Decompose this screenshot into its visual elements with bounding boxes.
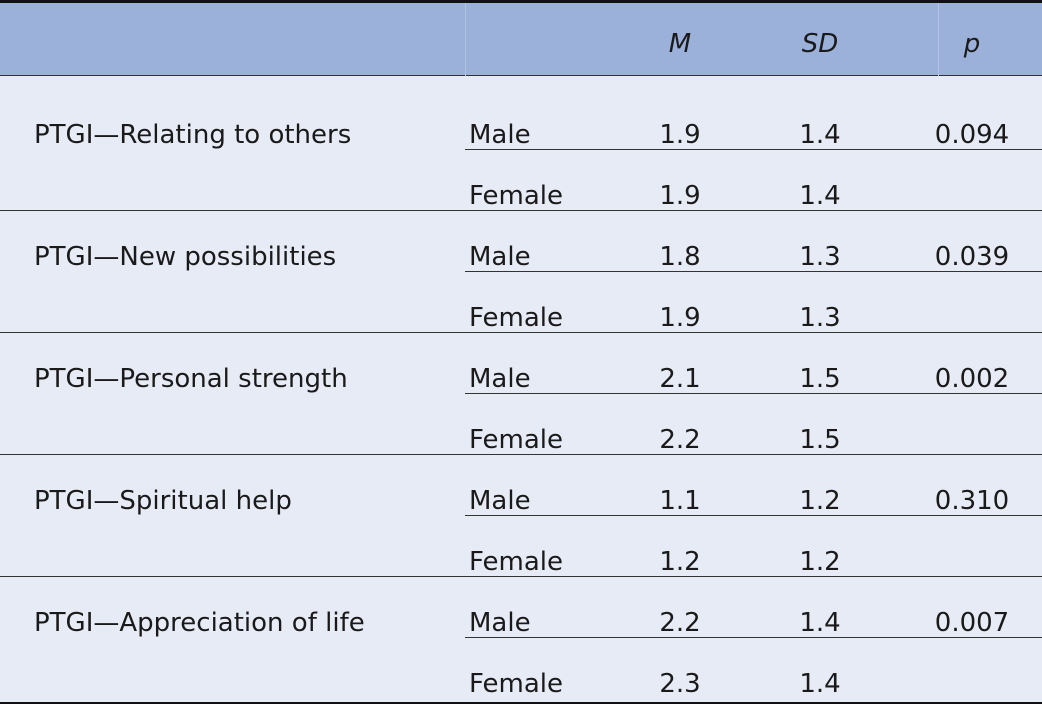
scale-label: PTGI—Personal strength	[34, 364, 348, 394]
scale-label: PTGI—Spiritual help	[34, 486, 292, 516]
sd-female: 1.2	[799, 547, 841, 577]
row-divider	[465, 393, 1042, 394]
sex-female: Female	[469, 425, 564, 455]
p-value: 0.002	[934, 364, 1010, 394]
table-header: M SD p	[0, 3, 1042, 76]
sd-male: 1.4	[799, 608, 841, 638]
p-value: 0.310	[934, 486, 1010, 516]
header-sd: SD	[801, 29, 839, 59]
mean-female: 1.9	[659, 181, 701, 211]
sd-male: 1.5	[799, 364, 841, 394]
sex-male: Male	[469, 242, 531, 272]
table-row-group: PTGI—New possibilities Male 1.8 1.3 0.03…	[0, 211, 1042, 333]
mean-female: 1.9	[659, 303, 701, 333]
p-value: 0.039	[934, 242, 1010, 272]
header-divider	[465, 3, 466, 76]
header-mean: M	[668, 29, 692, 59]
scale-label: PTGI—Appreciation of life	[34, 608, 365, 638]
header-p: p	[963, 29, 981, 59]
sex-male: Male	[469, 364, 531, 394]
mean-male: 2.2	[659, 608, 701, 638]
sex-female: Female	[469, 669, 564, 699]
sd-male: 1.4	[799, 120, 841, 150]
p-value: 0.094	[934, 120, 1010, 150]
sd-female: 1.4	[799, 669, 841, 699]
sex-male: Male	[469, 120, 531, 150]
sd-female: 1.4	[799, 181, 841, 211]
sd-male: 1.3	[799, 242, 841, 272]
row-divider	[465, 271, 1042, 272]
p-value: 0.007	[934, 608, 1010, 638]
mean-male: 1.9	[659, 120, 701, 150]
mean-male: 1.8	[659, 242, 701, 272]
row-divider	[465, 515, 1042, 516]
header-divider	[938, 3, 939, 76]
group-divider	[0, 575, 1042, 577]
mean-female: 2.3	[659, 669, 701, 699]
mean-female: 2.2	[659, 425, 701, 455]
mean-male: 1.1	[659, 486, 701, 516]
mean-female: 1.2	[659, 547, 701, 577]
row-divider	[465, 149, 1042, 150]
sex-male: Male	[469, 608, 531, 638]
sex-female: Female	[469, 547, 564, 577]
row-divider	[465, 637, 1042, 638]
table-row-group: PTGI—Spiritual help Male 1.1 1.2 0.310 F…	[0, 455, 1042, 577]
group-divider	[0, 453, 1042, 455]
mean-male: 2.1	[659, 364, 701, 394]
sex-male: Male	[469, 486, 531, 516]
sex-female: Female	[469, 181, 564, 211]
sex-female: Female	[469, 303, 564, 333]
sd-female: 1.3	[799, 303, 841, 333]
group-divider	[0, 209, 1042, 211]
sd-female: 1.5	[799, 425, 841, 455]
scale-label: PTGI—New possibilities	[34, 242, 337, 272]
group-divider	[0, 331, 1042, 333]
table-row-group: PTGI—Appreciation of life Male 2.2 1.4 0…	[0, 577, 1042, 703]
table-row-group: PTGI—Personal strength Male 2.1 1.5 0.00…	[0, 333, 1042, 455]
scale-label: PTGI—Relating to others	[34, 120, 352, 150]
sd-male: 1.2	[799, 486, 841, 516]
table-row-group: PTGI—Relating to others Male 1.9 1.4 0.0…	[0, 89, 1042, 211]
